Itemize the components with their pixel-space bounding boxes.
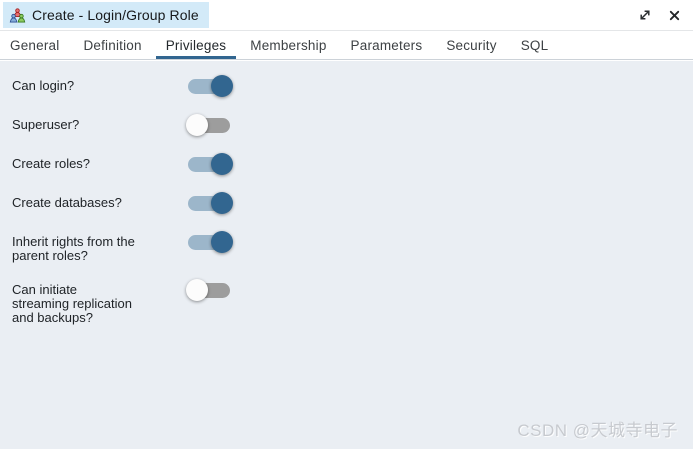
tab-general[interactable]: General — [10, 37, 60, 53]
dialog-title-chip: Create - Login/Group Role — [3, 2, 209, 28]
create-roles-toggle[interactable] — [186, 152, 233, 176]
superuser-label: Superuser? — [12, 117, 80, 132]
dialog-header: Create - Login/Group Role — [0, 0, 693, 31]
login-group-role-icon — [9, 7, 26, 23]
toggle-thumb — [186, 114, 208, 136]
privilege-row: Inherit rights from the parent roles? — [12, 231, 681, 263]
maximize-button[interactable] — [635, 5, 655, 25]
can-login-label: Can login? — [12, 78, 75, 93]
toggle-thumb — [211, 231, 233, 253]
tab-membership[interactable]: Membership — [250, 37, 327, 53]
privilege-row: Can login? — [12, 75, 681, 98]
close-icon — [669, 10, 679, 20]
privilege-row: Create roles? — [12, 153, 681, 176]
tab-sql[interactable]: SQL — [520, 37, 549, 53]
toggle-thumb — [186, 279, 208, 301]
streaming-replication-toggle[interactable] — [186, 278, 233, 302]
privilege-row: Superuser? — [12, 114, 681, 137]
toggle-thumb — [211, 192, 233, 214]
toggle-thumb — [211, 153, 233, 175]
create-roles-label: Create roles? — [12, 156, 91, 171]
superuser-toggle[interactable] — [186, 113, 233, 137]
streaming-replication-label: Can initiate streaming replication and b… — [12, 282, 132, 325]
tab-privileges[interactable]: Privileges — [156, 31, 237, 59]
close-button[interactable] — [664, 5, 684, 25]
can-login-toggle[interactable] — [186, 74, 233, 98]
create-databases-label: Create databases? — [12, 195, 122, 210]
inherit-rights-label: Inherit rights from the parent roles? — [12, 234, 135, 263]
tab-security[interactable]: Security — [446, 37, 497, 53]
privilege-row: Can initiate streaming replication and b… — [12, 279, 681, 325]
privilege-row: Create databases? — [12, 192, 681, 215]
tab-parameters[interactable]: Parameters — [350, 37, 423, 53]
privileges-panel: Can login? Superuser? Create roles? Crea… — [0, 61, 693, 449]
toggle-thumb — [211, 75, 233, 97]
create-databases-toggle[interactable] — [186, 191, 233, 215]
expand-icon — [640, 10, 650, 20]
tab-definition[interactable]: Definition — [83, 37, 142, 53]
dialog-title: Create - Login/Group Role — [32, 7, 199, 23]
inherit-rights-toggle[interactable] — [186, 230, 233, 254]
dialog-tabbar: General Definition Privileges Membership… — [0, 31, 693, 60]
